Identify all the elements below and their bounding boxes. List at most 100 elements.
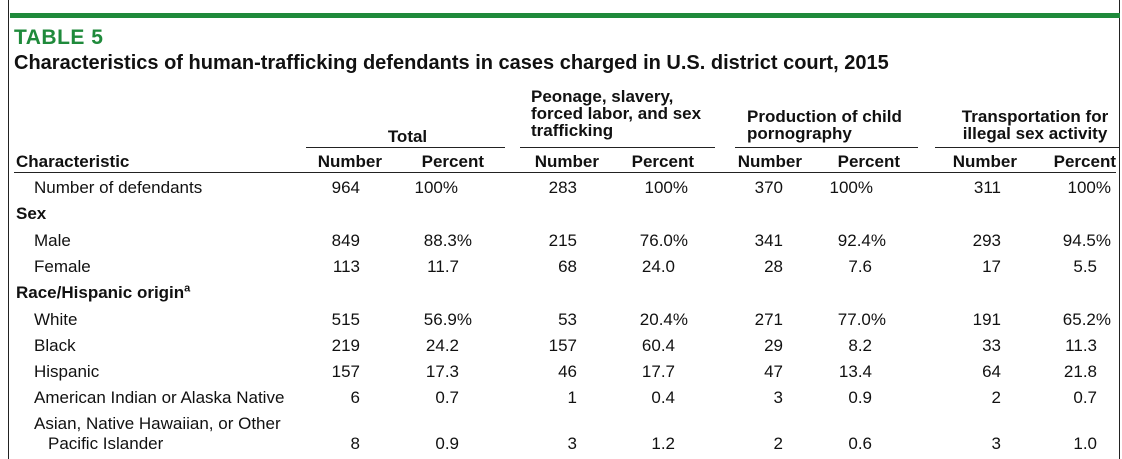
group-header-total: Total <box>310 128 505 145</box>
row-label-continued: Pacific Islander <box>48 434 164 453</box>
cell-value: 3 <box>773 388 783 407</box>
group-header-peonage-line: Peonage, slavery, <box>531 87 674 106</box>
column-header-number: Number <box>534 152 599 171</box>
group-rule-transportation <box>935 147 1120 148</box>
cell-value: 53 <box>558 310 577 329</box>
column-header-characteristic: Characteristic <box>16 152 130 171</box>
cell-value: 8 <box>350 434 360 453</box>
table-frame <box>8 0 1120 459</box>
cell-value: 0.4 <box>651 388 675 407</box>
cell-value: 56.9% <box>423 310 472 329</box>
row-label: Number of defendants <box>34 178 203 197</box>
cell-value: 33 <box>982 336 1001 355</box>
cell-value: 24.2 <box>425 336 459 355</box>
cell-value: 191 <box>972 310 1001 329</box>
cell-value: 64 <box>982 362 1001 381</box>
cell-value: 0.6 <box>848 434 872 453</box>
row-label: Black <box>34 336 76 355</box>
column-header-number: Number <box>952 152 1017 171</box>
cell-value: 157 <box>548 336 577 355</box>
cell-value: 76.0% <box>639 231 688 250</box>
cell-value: 3 <box>991 434 1001 453</box>
cell-value: 68 <box>558 257 577 276</box>
footnote-marker: a <box>184 282 191 295</box>
cell-value: 0.7 <box>1073 388 1097 407</box>
cell-value: 341 <box>754 231 783 250</box>
cell-value: 5.5 <box>1073 257 1097 276</box>
cell-value: 2 <box>991 388 1001 407</box>
group-header-transportation-line: illegal sex activity <box>962 124 1108 143</box>
row-label: Asian, Native Hawaiian, or Other <box>34 414 281 433</box>
cell-value: 29 <box>764 336 783 355</box>
cell-value: 24.0 <box>641 257 675 276</box>
cell-value: 100% <box>414 178 458 197</box>
cell-value: 47 <box>764 362 783 381</box>
group-header-child-pornography-line: Production of child <box>747 107 902 126</box>
table-row: White 515 56.9% 53 20.4% 271 77.0% 191 6… <box>0 310 1122 336</box>
cell-value: 100% <box>829 178 873 197</box>
cell-value: 311 <box>973 178 1001 197</box>
cell-value: 0.7 <box>435 388 459 407</box>
section-label: Race/Hispanic origina <box>16 283 190 303</box>
column-header-percent: Percent <box>421 152 484 171</box>
row-label: Male <box>34 231 71 250</box>
group-header-peonage-line: trafficking <box>531 121 614 140</box>
group-header-peonage: Peonage, slavery, forced labor, and sex … <box>531 88 731 139</box>
row-label: American Indian or Alaska Native <box>34 388 285 407</box>
cell-value: 2 <box>773 434 783 453</box>
cell-value: 0.9 <box>435 434 459 453</box>
cell-value: 1 <box>567 388 577 407</box>
section-label-text: Race/Hispanic origin <box>16 283 185 302</box>
table-row: Hispanic 157 17.3 46 17.7 47 13.4 64 21.… <box>0 362 1122 388</box>
group-header-child-pornography: Production of child pornography <box>747 108 947 142</box>
cell-value: 100% <box>644 178 688 197</box>
group-header-peonage-line: forced labor, and sex <box>531 104 702 123</box>
row-label: White <box>34 310 78 329</box>
column-header-number: Number <box>317 152 382 171</box>
cell-value: 13.4 <box>838 362 872 381</box>
cell-value: 11.3 <box>1065 336 1097 355</box>
group-rule-total <box>306 147 505 148</box>
group-rule-peonage <box>520 147 715 148</box>
cell-value: 215 <box>548 231 577 250</box>
cell-value: 113 <box>332 257 360 276</box>
cell-value: 20.4% <box>639 310 688 329</box>
cell-value: 964 <box>331 178 360 197</box>
cell-value: 8.2 <box>848 336 872 355</box>
cell-value: 88.3% <box>423 231 472 250</box>
column-header-percent: Percent <box>1053 152 1116 171</box>
cell-value: 28 <box>764 257 783 276</box>
cell-value: 17.3 <box>425 362 459 381</box>
cell-value: 849 <box>331 231 360 250</box>
section-row: Sex <box>0 204 1122 230</box>
cell-value: 157 <box>331 362 360 381</box>
cell-value: 11.7 <box>427 257 459 276</box>
cell-value: 17 <box>982 257 1001 276</box>
cell-value: 7.6 <box>848 257 872 276</box>
table-label: TABLE 5 <box>14 26 104 49</box>
header-rule <box>14 172 1116 173</box>
cell-value: 271 <box>754 310 783 329</box>
cell-value: 100% <box>1067 178 1111 197</box>
table-row: Asian, Native Hawaiian, or Other Pacific… <box>0 414 1122 454</box>
cell-value: 65.2% <box>1062 310 1111 329</box>
group-rule-child-pornography <box>735 147 918 148</box>
cell-value: 0.9 <box>848 388 872 407</box>
cell-value: 77.0% <box>837 310 886 329</box>
cell-value: 17.7 <box>641 362 675 381</box>
cell-value: 94.5% <box>1062 231 1111 250</box>
cell-value: 515 <box>331 310 360 329</box>
section-label: Sex <box>16 204 47 223</box>
table-row: Black 219 24.2 157 60.4 29 8.2 33 11.3 <box>0 336 1122 362</box>
accent-bar <box>10 13 1120 18</box>
cell-value: 21.8 <box>1063 362 1097 381</box>
table-row: American Indian or Alaska Native 6 0.7 1… <box>0 388 1122 414</box>
cell-value: 46 <box>558 362 577 381</box>
cell-value: 1.2 <box>651 434 675 453</box>
column-header-number: Number <box>737 152 802 171</box>
cell-value: 1.0 <box>1073 434 1097 453</box>
cell-value: 219 <box>331 336 360 355</box>
cell-value: 283 <box>548 178 577 197</box>
table-title: Characteristics of human-trafficking def… <box>14 52 889 74</box>
cell-value: 293 <box>972 231 1001 250</box>
